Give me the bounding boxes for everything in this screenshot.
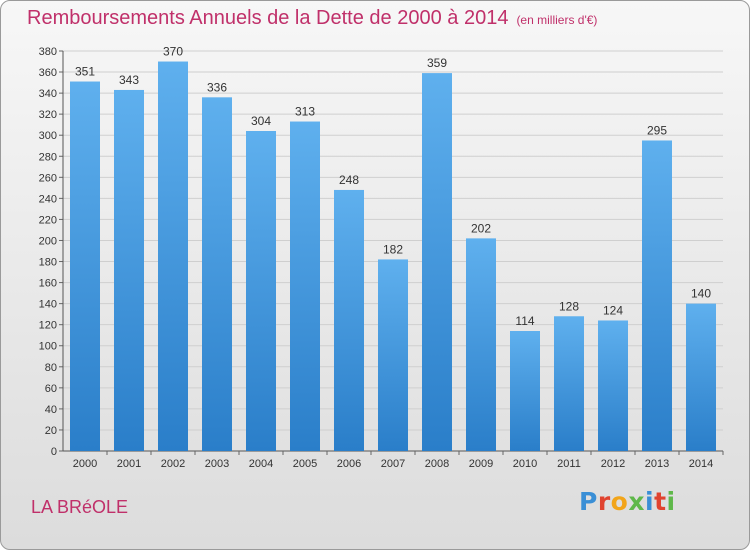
y-tick-label: 20 <box>45 425 57 437</box>
y-tick-label: 280 <box>39 151 57 163</box>
data-label: 370 <box>163 45 183 59</box>
bar <box>466 238 496 451</box>
bar <box>642 140 672 451</box>
commune-name: LA BRéOLE <box>31 497 129 517</box>
bar <box>598 320 628 451</box>
y-tick-label: 320 <box>39 109 57 121</box>
data-label: 313 <box>295 105 315 119</box>
x-tick-label: 2013 <box>645 458 669 470</box>
proxiti-logo: Proxiti <box>579 487 676 516</box>
logo-letter: P <box>579 487 598 516</box>
data-label: 248 <box>339 173 359 187</box>
y-tick-label: 200 <box>39 235 57 247</box>
x-tick-label: 2012 <box>601 458 625 470</box>
bar <box>114 89 144 452</box>
y-tick-label: 0 <box>51 446 57 458</box>
x-tick-label: 2014 <box>689 458 713 470</box>
x-tick-label: 2006 <box>337 458 361 470</box>
bar <box>422 73 452 452</box>
x-tick-label: 2002 <box>161 458 185 470</box>
logo-letter: r <box>597 487 611 516</box>
y-tick-label: 220 <box>39 214 57 226</box>
y-tick-label: 60 <box>45 383 57 395</box>
y-tick-label: 40 <box>45 404 57 416</box>
logo-letter: t <box>654 487 667 516</box>
y-tick-label: 360 <box>39 67 57 79</box>
data-label: 128 <box>559 299 579 313</box>
x-tick-label: 2011 <box>557 458 581 470</box>
data-label: 124 <box>603 303 623 317</box>
bar <box>246 131 276 451</box>
chart-title: Remboursements Annuels de la Dette de 20… <box>27 7 598 29</box>
y-tick-label: 120 <box>39 320 57 332</box>
data-label: 182 <box>383 242 403 256</box>
x-tick-label: 2003 <box>205 458 229 470</box>
data-label: 343 <box>119 73 139 87</box>
bar <box>70 81 100 452</box>
logo-letter: x <box>628 487 645 516</box>
data-label: 114 <box>515 314 534 328</box>
bar <box>378 259 408 451</box>
data-label: 351 <box>75 65 95 79</box>
y-tick-label: 240 <box>39 193 57 205</box>
bar <box>158 61 188 452</box>
x-tick-label: 2000 <box>73 458 97 470</box>
unit-label: (en milliers d'€) <box>516 13 598 27</box>
x-tick-label: 2005 <box>293 458 317 470</box>
x-tick-label: 2009 <box>469 458 493 470</box>
y-tick-label: 380 <box>39 46 57 58</box>
data-label: 304 <box>251 114 271 128</box>
bar <box>554 316 584 451</box>
data-label: 359 <box>427 56 447 70</box>
data-label: 140 <box>691 287 711 301</box>
y-tick-label: 300 <box>39 130 57 142</box>
bar <box>510 331 540 451</box>
bar <box>290 121 320 452</box>
logo-letter: i <box>666 487 676 516</box>
x-tick-label: 2007 <box>381 458 405 470</box>
bar <box>202 97 232 451</box>
y-tick-label: 140 <box>39 299 57 311</box>
data-label: 202 <box>471 221 491 235</box>
data-label: 295 <box>647 123 667 137</box>
y-tick-label: 100 <box>39 341 57 353</box>
x-tick-label: 2010 <box>513 458 537 470</box>
y-tick-label: 260 <box>39 172 57 184</box>
data-label: 336 <box>207 80 227 94</box>
bar <box>334 189 364 451</box>
logo-letter: i <box>645 487 655 516</box>
x-tick-label: 2004 <box>249 458 273 470</box>
logo-letter: o <box>610 487 629 516</box>
x-tick-label: 2008 <box>425 458 449 470</box>
y-tick-label: 160 <box>39 278 57 290</box>
x-tick-label: 2001 <box>117 458 141 470</box>
y-tick-label: 80 <box>45 362 57 374</box>
y-tick-label: 180 <box>39 257 57 269</box>
y-tick-label: 340 <box>39 88 57 100</box>
bar <box>686 303 716 451</box>
